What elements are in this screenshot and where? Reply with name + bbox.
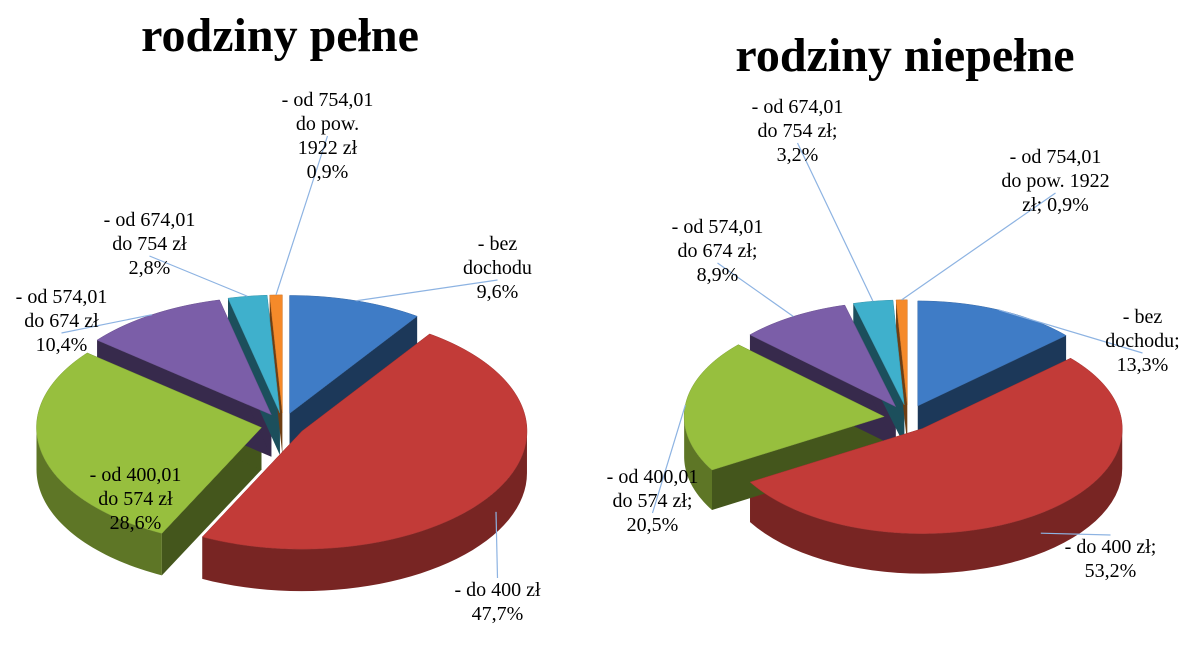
data-label: - od 674,01 do 754 zł 2,8% bbox=[102, 208, 197, 280]
data-label: - bez dochodu 9,6% bbox=[450, 232, 545, 304]
category-label: - od 754,01 do pow. 1922 zł; bbox=[1001, 146, 1110, 216]
leader-line bbox=[149, 255, 248, 297]
category-label: - od 674,01 do 754 zł bbox=[103, 209, 196, 255]
value-label: 10,4% bbox=[35, 334, 88, 356]
category-label: - bez dochodu; bbox=[1105, 306, 1180, 352]
category-label: - od 400,01 do 574 zł; bbox=[606, 466, 699, 512]
slice-wall bbox=[711, 416, 885, 511]
chart-title: rodziny niepełne bbox=[735, 29, 1075, 82]
category-label: - od 400,01 do 574 zł bbox=[89, 464, 182, 510]
slice-side bbox=[750, 428, 1123, 574]
leader-line bbox=[901, 192, 1056, 301]
category-label: - do 400 zł; bbox=[1064, 536, 1157, 558]
category-label: - do 400 zł bbox=[454, 579, 541, 601]
data-label: - do 400 zł; 53,2% bbox=[1058, 535, 1163, 583]
slice bbox=[269, 294, 283, 413]
data-label: - do 400 zł 47,7% bbox=[450, 578, 545, 626]
category-label: - od 674,01 do 754 zł; bbox=[751, 96, 844, 142]
chart-title: rodziny pełne bbox=[141, 9, 419, 62]
leader-line bbox=[356, 279, 498, 302]
slice bbox=[895, 299, 908, 405]
data-label: - od 400,01 do 574 zł 28,6% bbox=[88, 463, 183, 535]
slice bbox=[96, 299, 272, 416]
leader-line bbox=[796, 142, 874, 302]
data-label: - od 754,01 do pow. 1922 zł; 0,9% bbox=[998, 145, 1113, 217]
slice-side bbox=[202, 431, 527, 592]
value-label: 2,8% bbox=[128, 257, 171, 279]
slice bbox=[36, 352, 262, 534]
leader-line bbox=[998, 309, 1143, 354]
value-label: 53,2% bbox=[1084, 560, 1137, 582]
leader-line bbox=[495, 511, 499, 579]
leader-line bbox=[651, 404, 686, 514]
leader-line bbox=[1040, 532, 1111, 536]
slice bbox=[749, 304, 897, 408]
slice-wall bbox=[896, 299, 908, 445]
data-label: - od 400,01 do 574 zł; 20,5% bbox=[600, 465, 705, 537]
value-label: 28,6% bbox=[109, 512, 162, 534]
value-label: 3,2% bbox=[776, 144, 819, 166]
slice-wall bbox=[269, 295, 283, 455]
value-label: 13,3% bbox=[1116, 354, 1169, 376]
slice bbox=[683, 344, 885, 471]
data-label: - od 574,01 do 674 zł; 8,9% bbox=[665, 215, 770, 287]
value-label: 47,7% bbox=[471, 603, 524, 625]
leader-line bbox=[275, 135, 329, 296]
data-label: - od 574,01 do 674 zł 10,4% bbox=[14, 285, 109, 357]
slice bbox=[289, 295, 418, 414]
slice-side bbox=[684, 416, 712, 511]
value-label: 8,9% bbox=[696, 264, 739, 286]
slice bbox=[749, 357, 1123, 534]
leader-line bbox=[61, 314, 153, 334]
value-label: 9,6% bbox=[476, 281, 519, 303]
value-label: 20,5% bbox=[626, 514, 679, 536]
slice-side bbox=[36, 427, 162, 576]
leader-line bbox=[717, 262, 794, 317]
value-label: 0,9% bbox=[1047, 194, 1089, 216]
slice bbox=[201, 333, 528, 550]
data-label: - bez dochodu; 13,3% bbox=[1090, 305, 1192, 377]
slice bbox=[852, 299, 905, 406]
data-label: - od 754,01 do pow. 1922 zł 0,9% bbox=[280, 88, 375, 184]
category-label: - od 574,01 do 674 zł; bbox=[671, 216, 764, 262]
category-label: - bez dochodu bbox=[463, 233, 532, 279]
slice-wall bbox=[161, 427, 262, 576]
category-label: - od 574,01 do 674 zł bbox=[15, 286, 108, 332]
data-label: - od 674,01 do 754 zł; 3,2% bbox=[745, 95, 850, 167]
value-label: 0,9% bbox=[306, 161, 349, 183]
category-label: - od 754,01 do pow. 1922 zł bbox=[281, 89, 374, 159]
